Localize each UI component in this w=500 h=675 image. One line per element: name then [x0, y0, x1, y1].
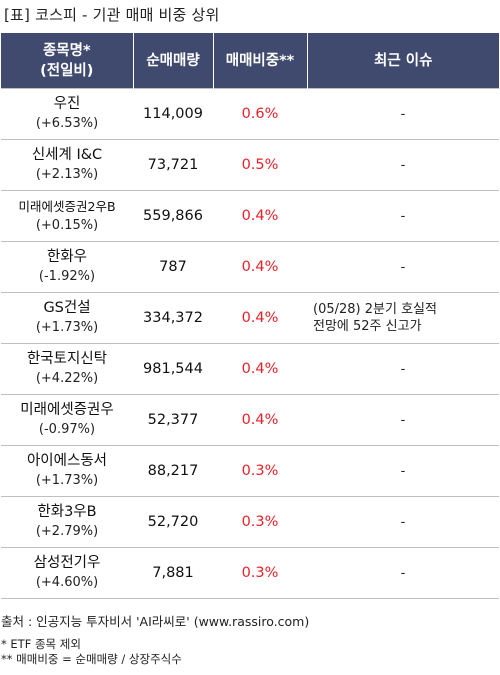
recent-issue: -: [307, 139, 499, 191]
stock-name: GS건설: [43, 300, 91, 316]
net-amount: 334,372: [133, 292, 213, 344]
net-amount: 52,720: [133, 496, 213, 548]
trade-ratio: 0.3%: [213, 496, 307, 548]
table-row: 한화3우B (+2.79%) 52,720 0.3% -: [1, 496, 499, 548]
header-net-amount: 순매매량: [132, 33, 213, 89]
recent-issue: -: [307, 496, 499, 548]
stock-change: (+1.73%): [35, 473, 99, 488]
stock-name: 한국토지신탁: [26, 351, 108, 367]
net-amount: 787: [133, 241, 213, 293]
stock-name: 우진: [53, 96, 81, 112]
net-amount: 981,544: [133, 343, 213, 395]
issue-line1: (05/28) 2분기 호실적: [313, 302, 437, 317]
stock-change: (-1.92%): [38, 269, 96, 284]
table-row: 신세계 I&C (+2.13%) 73,721 0.5% -: [1, 139, 499, 191]
footnote-etf: * ETF 종목 제외: [1, 637, 81, 651]
stock-cell: 아이에스동서 (+1.73%): [1, 445, 133, 497]
stock-change: (+2.13%): [35, 167, 99, 182]
recent-issue: -: [307, 88, 499, 140]
stock-cell: 미래에셋증권2우B (+0.15%): [1, 190, 133, 242]
header-name-line1: 종목명*: [42, 42, 91, 59]
table-row: 한화우 (-1.92%) 787 0.4% -: [1, 241, 499, 293]
header-recent-issue: 최근 이슈: [306, 33, 499, 89]
trade-ratio: 0.4%: [213, 292, 307, 344]
net-amount: 559,866: [133, 190, 213, 242]
net-amount: 88,217: [133, 445, 213, 497]
recent-issue: -: [307, 394, 499, 446]
table-row: 미래에셋증권2우B (+0.15%) 559,866 0.4% -: [1, 190, 499, 242]
stock-name: 삼성전기우: [33, 555, 101, 571]
stock-name: 한화우: [46, 249, 88, 265]
recent-issue: -: [307, 343, 499, 395]
stock-name: 아이에스동서: [26, 453, 108, 469]
net-amount: 73,721: [133, 139, 213, 191]
stock-name: 미래에셋증권우: [20, 402, 114, 418]
stock-name: 한화3우B: [37, 504, 97, 520]
trade-ratio: 0.4%: [213, 190, 307, 242]
table-row: 삼성전기우 (+4.60%) 7,881 0.3% -: [1, 547, 499, 599]
stock-name: 미래에셋증권2우B: [18, 199, 116, 214]
stock-cell: 미래에셋증권우 (-0.97%): [1, 394, 133, 446]
header-name-line2: (전일비): [40, 62, 94, 79]
stock-change: (+6.53%): [35, 116, 99, 131]
source-note: 출처 : 인공지능 투자비서 'AI라씨로' (www.rassiro.com): [1, 614, 310, 629]
header-trade-ratio: 매매비중**: [212, 33, 307, 89]
trade-ratio: 0.4%: [213, 343, 307, 395]
stock-name: 신세계 I&C: [31, 147, 103, 163]
header-stock-name: 종목명* (전일비): [1, 33, 133, 89]
page-title: [표] 코스피 - 기관 매매 비중 상위: [4, 6, 220, 24]
table-row: 아이에스동서 (+1.73%) 88,217 0.3% -: [1, 445, 499, 497]
stock-cell: GS건설 (+1.73%): [1, 292, 133, 344]
trade-ratio: 0.5%: [213, 139, 307, 191]
institution-trading-table: 종목명* (전일비) 순매매량 매매비중** 최근 이슈 우진 (+6.53%) 1…: [1, 33, 499, 599]
table-row: 한국토지신탁 (+4.22%) 981,544 0.4% -: [1, 343, 499, 395]
trade-ratio: 0.4%: [213, 241, 307, 293]
stock-cell: 우진 (+6.53%): [1, 88, 133, 140]
stock-cell: 삼성전기우 (+4.60%): [1, 547, 133, 599]
table-row: 우진 (+6.53%) 114,009 0.6% -: [1, 88, 499, 140]
stock-change: (+4.60%): [35, 575, 99, 590]
recent-issue: -: [307, 547, 499, 599]
recent-issue: -: [307, 445, 499, 497]
stock-change: (+0.15%): [35, 218, 99, 233]
trade-ratio: 0.3%: [213, 445, 307, 497]
net-amount: 52,377: [133, 394, 213, 446]
stock-cell: 신세계 I&C (+2.13%): [1, 139, 133, 191]
footnote-ratio: ** 매매비중 = 순매매량 / 상장주식수: [1, 652, 182, 666]
trade-ratio: 0.4%: [213, 394, 307, 446]
stock-cell: 한국토지신탁 (+4.22%): [1, 343, 133, 395]
table-header-row: 종목명* (전일비) 순매매량 매매비중** 최근 이슈: [1, 33, 499, 89]
recent-issue: -: [307, 241, 499, 293]
issue-line2: 전망에 52주 신고가: [313, 319, 422, 334]
stock-cell: 한화3우B (+2.79%): [1, 496, 133, 548]
stock-change: (+1.73%): [35, 320, 99, 335]
stock-cell: 한화우 (-1.92%): [1, 241, 133, 293]
net-amount: 7,881: [133, 547, 213, 599]
recent-issue: -: [307, 190, 499, 242]
stock-change: (-0.97%): [38, 422, 96, 437]
table-row: 미래에셋증권우 (-0.97%) 52,377 0.4% -: [1, 394, 499, 446]
table-row: GS건설 (+1.73%) 334,372 0.4% (05/28) 2분기 호실적 전망…: [1, 292, 499, 344]
trade-ratio: 0.3%: [213, 547, 307, 599]
stock-change: (+2.79%): [35, 524, 99, 539]
net-amount: 114,009: [133, 88, 213, 140]
trade-ratio: 0.6%: [213, 88, 307, 140]
stock-change: (+4.22%): [35, 371, 99, 386]
